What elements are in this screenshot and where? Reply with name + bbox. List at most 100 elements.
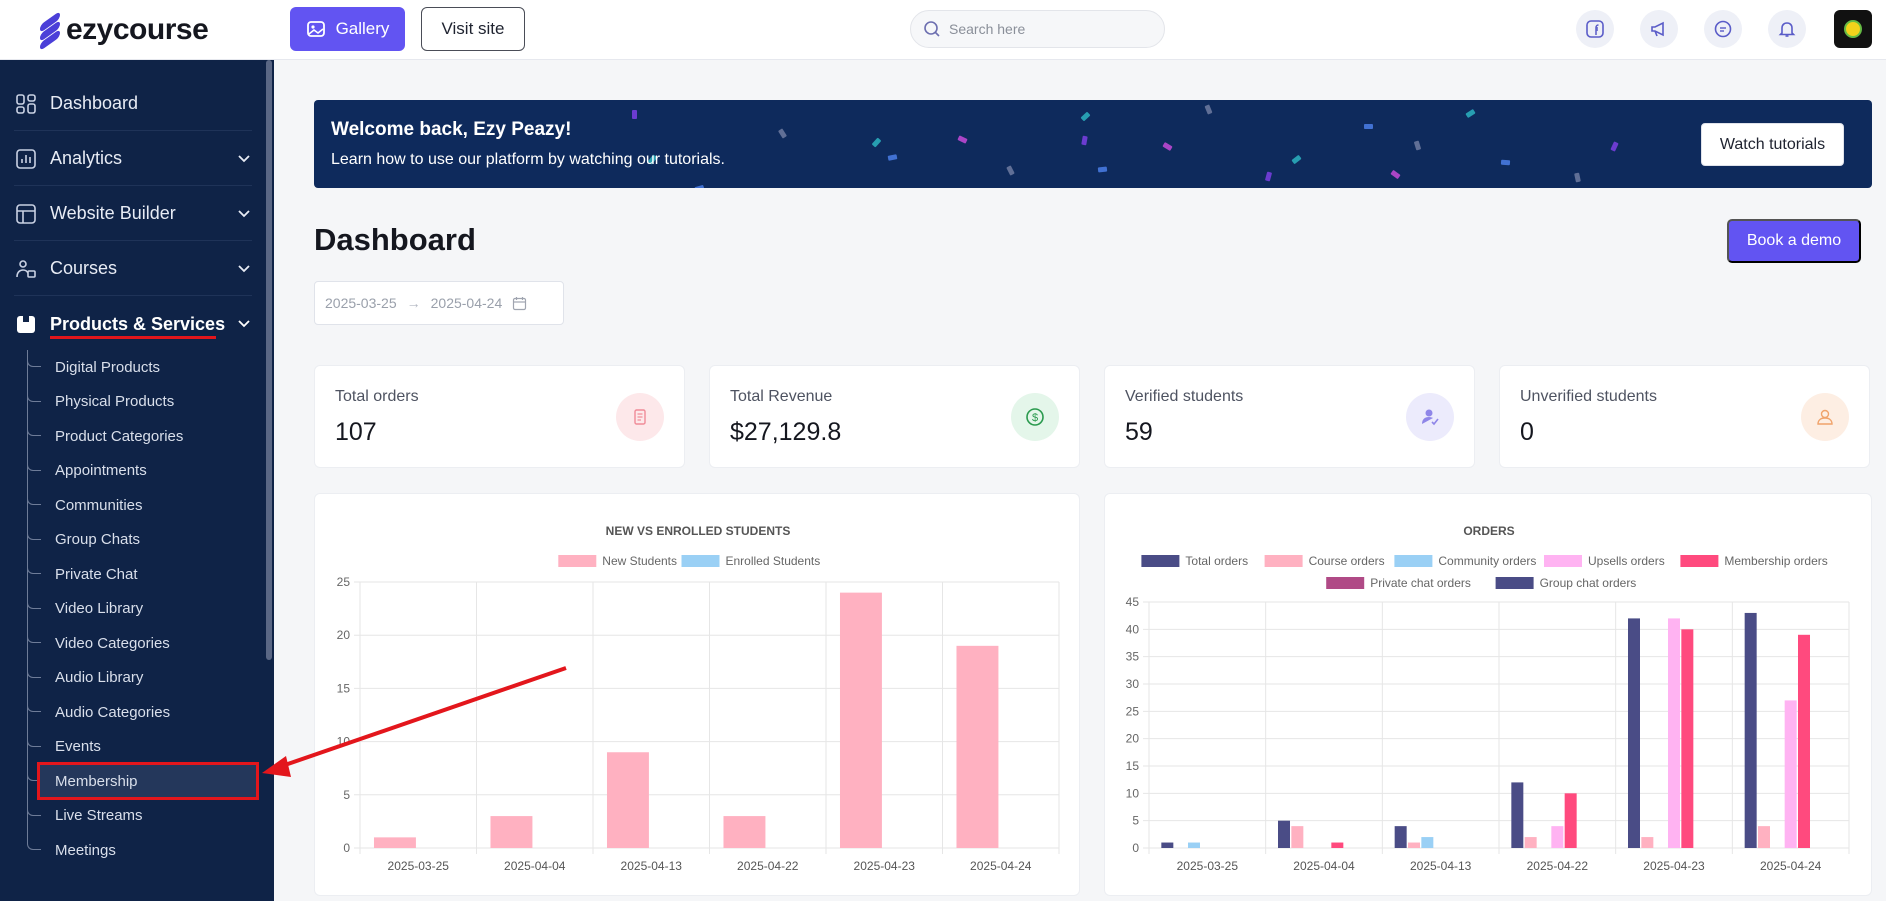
y-tick-label: 20: [337, 628, 351, 642]
gallery-icon: [306, 21, 325, 37]
notifications-button[interactable]: [1768, 10, 1806, 48]
bar: [1524, 837, 1537, 848]
submenu-item-live-streams[interactable]: Live Streams: [55, 807, 143, 824]
legend-swatch: [1141, 555, 1180, 567]
bar: [1278, 820, 1290, 848]
bell-icon: [1778, 22, 1796, 37]
y-tick-label: 35: [1126, 650, 1140, 664]
sidebar-scrollbar[interactable]: [266, 60, 272, 660]
legend-label: Enrolled Students: [726, 554, 821, 568]
stat-card-unverified-students: Unverified students 0: [1499, 365, 1870, 468]
y-tick-label: 15: [337, 681, 351, 695]
sidebar-item-label: Courses: [50, 258, 118, 278]
submenu-item-group-chats[interactable]: Group Chats: [55, 531, 141, 548]
facebook-button[interactable]: [1576, 10, 1614, 48]
x-tick-label: 2025-04-13: [621, 859, 683, 873]
submenu-item-membership[interactable]: Membership: [37, 762, 259, 800]
submenu-item-meetings[interactable]: Meetings: [55, 841, 116, 859]
user-avatar[interactable]: [1834, 10, 1872, 48]
x-tick-label: 2025-04-04: [504, 859, 566, 873]
logo[interactable]: ezycourse: [38, 10, 209, 52]
stat-value: 0: [1520, 418, 1534, 446]
y-tick-label: 25: [337, 575, 351, 589]
svg-text:$: $: [1032, 412, 1038, 424]
sidebar-item-website-builder[interactable]: Website Builder: [14, 187, 252, 241]
orders-icon: [616, 393, 664, 441]
legend-swatch: [1326, 577, 1365, 589]
x-tick-label: 2025-04-23: [854, 859, 916, 873]
x-tick-label: 2025-03-25: [1177, 859, 1239, 873]
bar: [956, 645, 999, 848]
submenu-item-digital-products[interactable]: Digital Products: [55, 358, 161, 376]
y-tick-label: 40: [1126, 622, 1140, 636]
sidebar-item-analytics[interactable]: Analytics: [14, 132, 252, 186]
bar: [1784, 700, 1797, 848]
megaphone-icon: [1651, 21, 1664, 37]
submenu-item-physical-products[interactable]: Physical Products: [55, 393, 175, 410]
confetti-decoration: [1097, 166, 1108, 173]
sidebar-item-products-services[interactable]: Products & Services: [14, 297, 252, 351]
stat-value: 107: [335, 418, 377, 446]
search-icon: [924, 21, 940, 37]
chart-title: NEW VS ENROLLED STUDENTS: [606, 524, 791, 538]
website-builder-icon: [14, 202, 38, 226]
submenu-connector: [27, 840, 41, 850]
stat-value: 59: [1125, 418, 1153, 446]
submenu-item-audio-library[interactable]: Audio Library: [55, 669, 144, 686]
sidebar-item-dashboard[interactable]: Dashboard: [14, 77, 252, 131]
submenu-item-communities[interactable]: Communities: [55, 496, 143, 514]
search-box[interactable]: [910, 10, 1165, 48]
analytics-icon: [14, 147, 38, 171]
submenu-item-private-chat[interactable]: Private Chat: [55, 565, 138, 583]
bar: [839, 592, 882, 848]
announcements-button[interactable]: [1640, 10, 1678, 48]
submenu-item-video-categories[interactable]: Video Categories: [55, 634, 170, 652]
gallery-button[interactable]: Gallery: [290, 7, 405, 51]
date-range-picker[interactable]: 2025-03-25 → 2025-04-24: [314, 281, 564, 325]
submenu-item-product-categories[interactable]: Product Categories: [55, 427, 184, 445]
submenu-item-video-library[interactable]: Video Library: [55, 600, 144, 617]
bar: [1681, 629, 1694, 848]
bar: [1641, 837, 1654, 848]
bar: [1331, 842, 1344, 848]
legend-label: Group chat orders: [1540, 576, 1637, 590]
submenu-item-audio-categories[interactable]: Audio Categories: [55, 703, 171, 721]
arrow-right-icon: →: [406, 295, 421, 311]
book-demo-button[interactable]: Book a demo: [1727, 219, 1861, 263]
chevron-down-icon: [238, 210, 250, 218]
legend-swatch: [1394, 555, 1433, 567]
legend-label: Total orders: [1185, 554, 1248, 568]
bar: [1744, 612, 1757, 848]
y-tick-label: 30: [1126, 677, 1140, 691]
avatar-logo-icon: [1844, 20, 1862, 38]
sidebar-item-courses[interactable]: Courses: [14, 242, 252, 296]
banner-subtitle: Learn how to use our platform by watchin…: [331, 151, 725, 168]
confetti-decoration: [1162, 142, 1173, 151]
sidebar-item-label: Analytics: [50, 148, 123, 168]
chevron-down-icon: [238, 265, 250, 273]
watch-tutorials-button[interactable]: Watch tutorials: [1701, 123, 1844, 166]
submenu-item-events[interactable]: Events: [55, 738, 101, 755]
bar: [1758, 826, 1770, 848]
date-from[interactable]: 2025-03-25: [325, 295, 397, 311]
y-tick-label: 5: [343, 788, 350, 802]
legend-swatch: [1264, 555, 1303, 567]
legend-swatch: [681, 555, 720, 567]
date-to[interactable]: 2025-04-24: [430, 295, 503, 311]
stat-label: Total orders: [335, 388, 419, 405]
bar: [1628, 618, 1640, 848]
students-chart: NEW VS ENROLLED STUDENTS New Students Enro…: [337, 524, 1060, 873]
x-tick-label: 2025-03-25: [388, 859, 450, 873]
submenu-connector: [27, 529, 41, 540]
sidebar-item-label: Website Builder: [50, 203, 176, 223]
search-input[interactable]: [949, 21, 1149, 37]
bar: [1188, 842, 1200, 848]
submenu-connector: [27, 702, 41, 712]
visit-site-button[interactable]: Visit site: [421, 7, 525, 51]
x-tick-label: 2025-04-24: [970, 859, 1032, 873]
confetti-decoration: [1574, 172, 1581, 183]
messages-button[interactable]: [1704, 10, 1742, 48]
submenu-item-appointments[interactable]: Appointments: [55, 462, 147, 479]
bar: [1564, 793, 1577, 848]
submenu-connector: [27, 736, 41, 747]
